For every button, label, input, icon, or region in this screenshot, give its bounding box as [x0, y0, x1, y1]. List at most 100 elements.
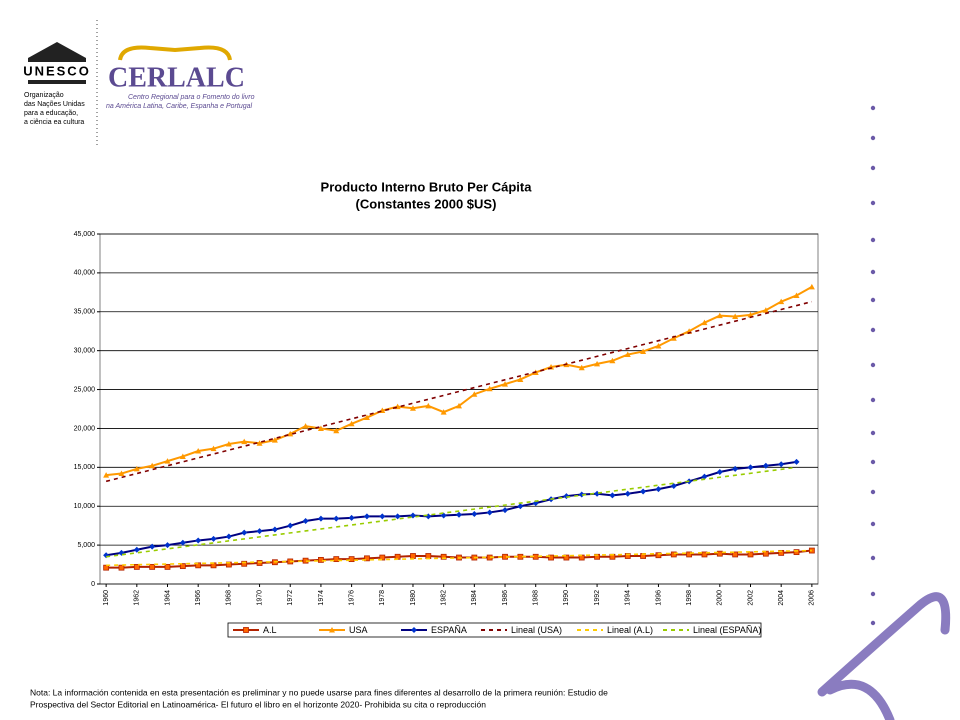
y-tick-label: 40,000 [74, 270, 96, 277]
marker [624, 553, 631, 559]
marker [329, 627, 335, 633]
marker [670, 335, 677, 341]
marker [410, 553, 416, 559]
marker [363, 414, 370, 421]
marker [624, 351, 631, 358]
marker [164, 563, 171, 570]
decor-dot [870, 591, 876, 597]
marker [210, 535, 217, 542]
x-tick-label: 1998 [686, 590, 693, 606]
marker [456, 511, 462, 518]
marker [747, 551, 754, 558]
marker [409, 405, 416, 411]
marker [655, 552, 662, 559]
marker [732, 465, 739, 472]
x-tick-label: 1996 [655, 590, 662, 606]
marker [287, 430, 294, 437]
decor-dot [870, 620, 876, 626]
decor-dot [870, 327, 876, 333]
marker [256, 440, 263, 446]
legend-label: USA [349, 625, 368, 635]
y-tick-label: 35,000 [74, 309, 96, 316]
x-tick-label: 1982 [441, 590, 448, 606]
marker [732, 551, 739, 558]
marker [241, 529, 248, 536]
decor-dot [870, 135, 876, 141]
marker [425, 402, 432, 409]
marker [103, 472, 110, 478]
marker [379, 513, 386, 520]
marker [241, 560, 248, 567]
legend-label: A.L [263, 625, 277, 635]
marker [701, 551, 708, 558]
decor-dot [870, 555, 876, 561]
marker [287, 522, 294, 529]
x-tick-label: 1992 [594, 590, 601, 606]
marker [179, 539, 186, 546]
x-tick-label: 2000 [717, 590, 724, 606]
chart-title: (Constantes 2000 $US) [356, 196, 497, 211]
x-tick-label: 2006 [809, 590, 816, 606]
y-tick-label: 20,000 [74, 425, 96, 432]
decor-dot [870, 459, 876, 465]
y-tick-label: 15,000 [74, 464, 96, 471]
decor-dot [870, 362, 876, 368]
x-tick-label: 2004 [778, 590, 785, 606]
marker [655, 343, 662, 349]
marker [486, 509, 493, 516]
marker [778, 298, 785, 305]
marker [133, 465, 140, 472]
marker [456, 402, 462, 409]
marker [243, 627, 249, 633]
marker [149, 462, 156, 469]
marker [609, 357, 616, 364]
marker [271, 526, 278, 533]
x-tick-label: 1980 [410, 590, 417, 606]
marker [609, 492, 616, 499]
marker [440, 409, 447, 415]
marker [747, 311, 754, 318]
marker [778, 461, 785, 468]
marker [348, 420, 355, 427]
marker [379, 554, 386, 561]
marker [716, 312, 723, 319]
decor-dot [870, 397, 876, 403]
marker [624, 490, 631, 497]
decor-dots [870, 105, 876, 626]
marker [471, 391, 478, 397]
note: Prospectiva del Sector Editorial en Lati… [30, 699, 486, 709]
marker [164, 542, 171, 549]
decor-dot [870, 430, 876, 436]
x-tick-label: 1962 [134, 590, 141, 606]
x-tick-label: 1968 [226, 590, 233, 606]
x-tick-label: 1970 [256, 590, 263, 606]
marker [640, 348, 647, 354]
marker [118, 564, 125, 571]
marker [471, 511, 478, 517]
marker [778, 549, 785, 556]
marker [256, 560, 263, 566]
decor-dot [870, 297, 876, 303]
marker [563, 554, 570, 561]
marker [225, 441, 232, 447]
marker [394, 513, 401, 520]
marker [179, 563, 186, 570]
unesco-logo: UNESCO Organização das Nações Unidas par… [23, 20, 98, 148]
legend-label: Lineal (USA) [511, 625, 562, 635]
y-tick-label: 25,000 [74, 386, 96, 393]
marker [578, 491, 585, 498]
marker [118, 470, 125, 477]
marker [348, 514, 355, 521]
unesco-text: UNESCO [23, 63, 91, 78]
decor-dot [870, 105, 876, 111]
y-tick-label: 10,000 [74, 503, 96, 510]
marker [808, 547, 815, 554]
marker [762, 462, 769, 469]
marker [517, 503, 524, 510]
unesco-caption: para a educação, [24, 110, 78, 117]
cerlalc-caption: na América Latina, Caribe, Espanha e Por… [106, 103, 252, 110]
marker [502, 507, 509, 514]
unesco-caption: Organização [24, 92, 64, 99]
